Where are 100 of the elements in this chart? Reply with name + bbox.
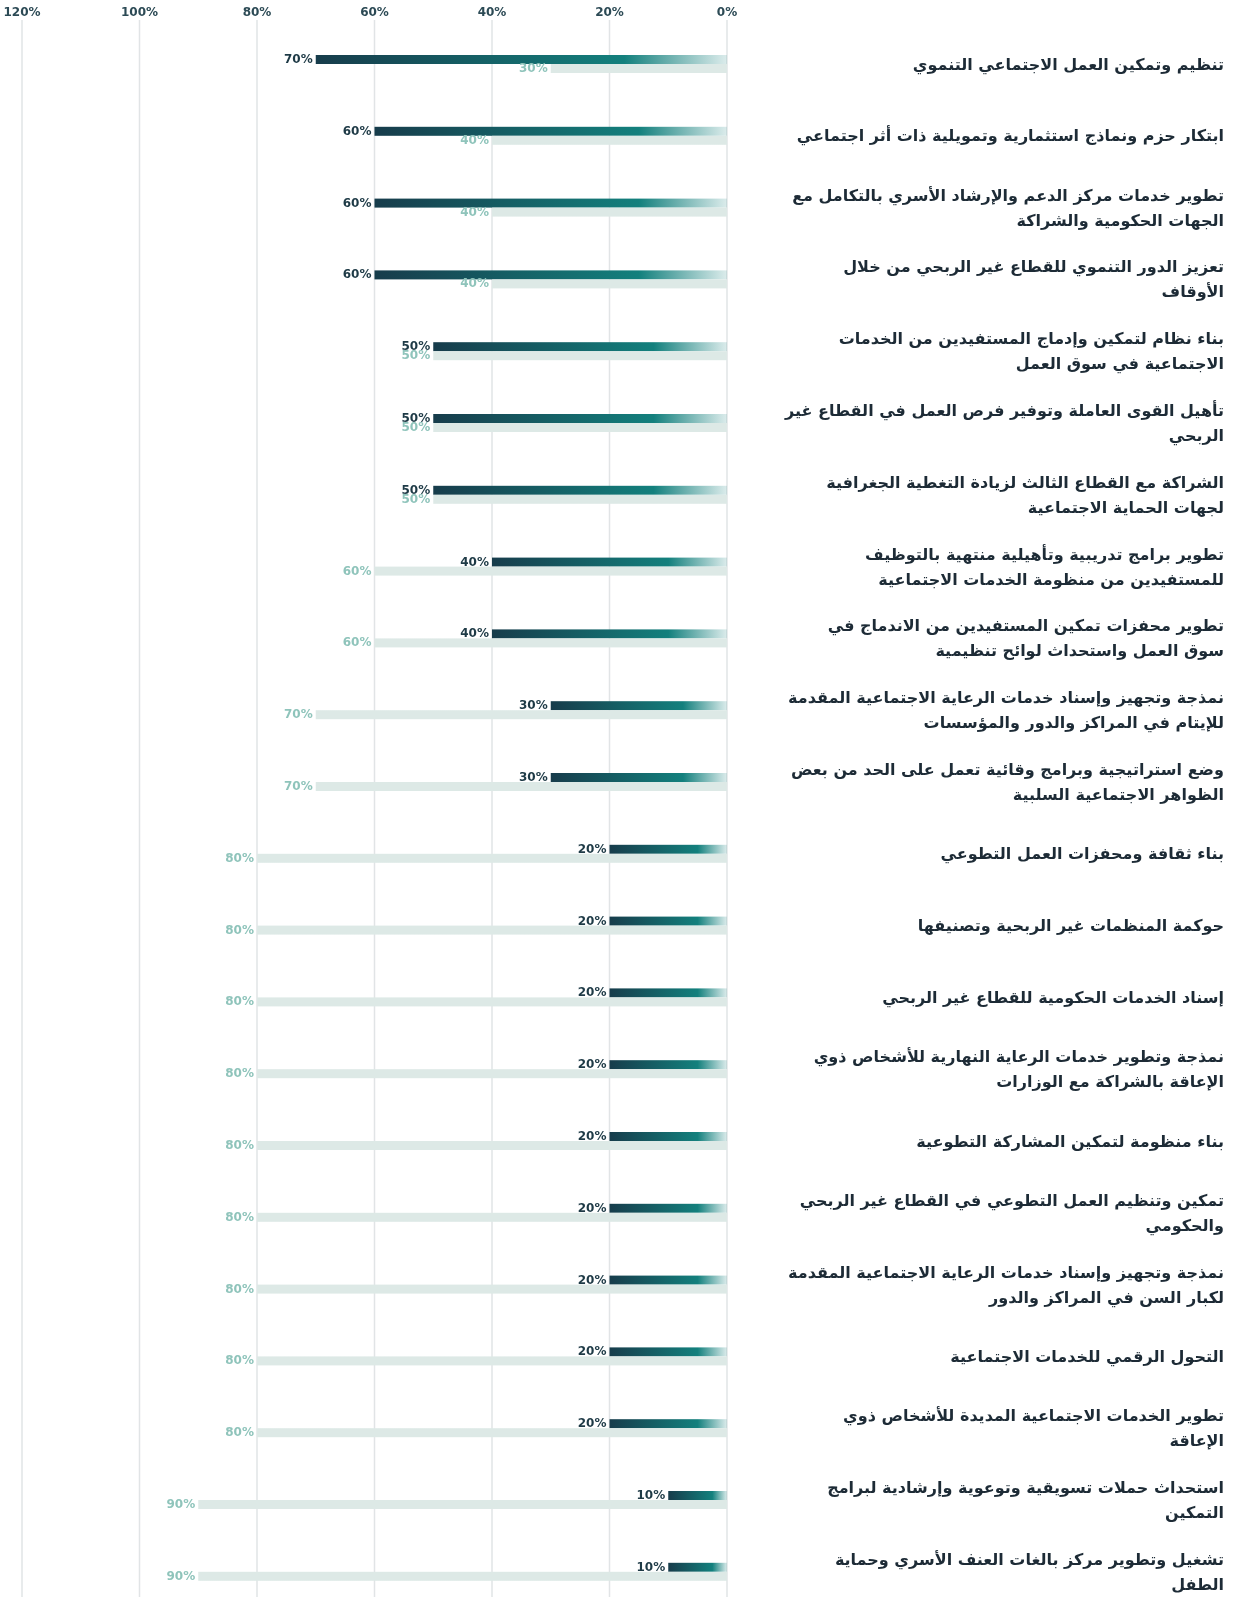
data-label: 30% xyxy=(519,698,548,713)
bar xyxy=(609,1347,727,1357)
data-label: 20% xyxy=(577,985,607,1000)
bar xyxy=(257,997,727,1007)
bar xyxy=(257,1212,727,1222)
data-label: 10% xyxy=(636,1488,666,1502)
y-tick-label: تمكين وتنظيم العمل التطوعي في القطاع غير الربحي والحكومي xyxy=(798,1189,1224,1238)
bar xyxy=(609,1203,727,1213)
y-tick-label: بناء منظومة لتمكين المشاركة التطوعية xyxy=(915,1130,1224,1153)
data-label: 80% xyxy=(225,922,254,937)
bar xyxy=(433,423,727,432)
bar xyxy=(668,1562,727,1572)
bar xyxy=(315,710,727,720)
data-label: 40% xyxy=(460,554,489,569)
x-tick-label: 100% xyxy=(120,5,159,19)
data-label: 20% xyxy=(577,1416,607,1431)
y-tick-label: تنظيم وتمكين العمل الاجتماعي التنموي xyxy=(911,53,1224,77)
x-tick-label: 0% xyxy=(716,5,738,19)
bar xyxy=(433,342,727,352)
data-label: 20% xyxy=(577,841,607,856)
data-label: 60% xyxy=(342,195,372,210)
bar xyxy=(257,853,727,863)
y-tick-label: بناء ثقافة ومحفزات العمل التطوعي xyxy=(939,843,1224,866)
y-tick-label: تطوير خدمات مركز الدعم والإرشاد الأسري بالتكامل مع الجهات الحكومية والشراكة xyxy=(791,184,1224,232)
y-tick-label: الشراكة مع القطاع الثالث لزيادة التغطية الجغرافية لجهات الحماية الاجتماعية xyxy=(825,471,1224,519)
bar xyxy=(609,1419,727,1429)
data-label: 60% xyxy=(342,267,372,282)
data-label: 60% xyxy=(342,563,372,578)
bar xyxy=(609,916,727,926)
y-tick-label: استحداث حملات تسويقية وتوعوية وإرشادية لبرامج التمكين xyxy=(826,1477,1224,1524)
bar xyxy=(374,198,727,208)
bar xyxy=(374,126,727,136)
bar xyxy=(492,279,727,289)
bar xyxy=(433,494,727,504)
y-tick-label: ابتكار حزم ونماذج استثمارية وتمويلية ذات أثر اجتماعي xyxy=(795,124,1224,148)
y-tick-label: حوكمة المنظمات غير الربحية وتصنيفها xyxy=(916,915,1224,938)
y-tick-label: تشغيل وتطوير مركز بالغات العنف الأسري وحماية الطفل xyxy=(833,1548,1224,1596)
data-label: 40% xyxy=(460,132,489,147)
data-label: 30% xyxy=(519,61,548,75)
bar xyxy=(609,1132,727,1141)
bar xyxy=(257,1428,727,1438)
bar xyxy=(492,629,727,639)
data-label: 60% xyxy=(342,123,372,138)
bar xyxy=(668,1491,727,1500)
data-label: 40% xyxy=(460,204,489,219)
data-label: 90% xyxy=(166,1497,196,1511)
data-label: 20% xyxy=(577,1200,607,1215)
bar xyxy=(550,64,727,73)
bar xyxy=(609,988,727,998)
y-tick-label: تأهيل القوى العاملة وتوفير فرص العمل في القطاع غير الربحي xyxy=(784,399,1224,448)
y-tick-label: نمذجة وتجهيز وإسناد خدمات الرعاية الاجتماعية المقدمة للإيتام في المراكز والدور والمؤسسات xyxy=(787,687,1224,735)
x-tick-label: 40% xyxy=(477,5,507,19)
data-label: 60% xyxy=(342,635,372,650)
data-label: 20% xyxy=(577,1129,607,1143)
bar xyxy=(609,1060,727,1070)
bar xyxy=(492,557,727,567)
bar xyxy=(198,1500,727,1509)
data-label: 80% xyxy=(225,1066,254,1081)
data-label: 30% xyxy=(519,770,548,784)
bar xyxy=(433,414,727,423)
y-tick-label: إسناد الخدمات الحكومية للقطاع غير الربحي xyxy=(881,986,1224,1010)
data-label: 80% xyxy=(225,1353,254,1368)
y-tick-label: وضع استراتيجية وبرامج وقائية تعمل على الحد من بعض الظواهر الاجتماعية السلبية xyxy=(789,759,1224,806)
data-label: 80% xyxy=(225,1425,254,1440)
bar xyxy=(433,351,727,361)
data-label: 40% xyxy=(460,626,489,641)
bar xyxy=(492,135,727,145)
bar xyxy=(374,566,727,576)
data-label: 80% xyxy=(225,1138,254,1152)
y-tick-label: تطوير الخدمات الاجتماعية المديدة للأشخاص ذوي الإعاقة xyxy=(842,1405,1224,1453)
bar xyxy=(257,1284,727,1294)
bar xyxy=(198,1571,727,1581)
data-label: 80% xyxy=(225,1209,254,1224)
y-tick-label: بناء نظام لتمكين وإدماج المستفيدين من الخدمات الاجتماعية في سوق العمل xyxy=(837,328,1224,376)
bar xyxy=(550,773,727,782)
bar xyxy=(257,925,727,935)
data-label: 80% xyxy=(225,994,254,1009)
y-tick-label: تطوير برامج تدريبية وتأهيلية منتهية بالتوظيف للمستفيدين من منظومة الخدمات الاجتماعية xyxy=(864,543,1224,591)
y-tick-label: نمذجة وتطوير خدمات الرعاية النهارية للأشخاص ذوي الإعاقة بالشراكة مع الوزارات xyxy=(812,1046,1224,1094)
bar xyxy=(315,55,727,64)
y-tick-label: نمذجة وتجهيز وإسناد خدمات الرعاية الاجتماعية المقدمة لكبار السن في المراكز والدور xyxy=(787,1261,1224,1310)
bar xyxy=(374,270,727,280)
bar xyxy=(374,638,727,648)
data-label: 20% xyxy=(577,1272,607,1287)
bar xyxy=(257,1141,727,1150)
bar xyxy=(492,207,727,217)
y-tick-label: تطوير محفزات تمكين المستفيدين من الاندماج في سوق العمل واستحداث لوائح تنظيمية xyxy=(826,615,1224,663)
data-label: 20% xyxy=(577,1344,607,1359)
data-label: 20% xyxy=(577,913,607,928)
data-label: 70% xyxy=(284,779,313,793)
y-tick-label: تعزيز الدور التنموي للقطاع غير الربحي من خلال الأوقاف xyxy=(842,256,1224,304)
data-label: 90% xyxy=(166,1568,196,1583)
bar xyxy=(315,782,727,791)
bar xyxy=(257,1069,727,1079)
x-tick-label: 20% xyxy=(595,5,624,19)
bar xyxy=(609,844,727,854)
bar xyxy=(433,485,727,495)
data-label: 80% xyxy=(225,850,254,865)
data-label: 10% xyxy=(636,1559,666,1574)
data-label: 70% xyxy=(284,52,313,66)
